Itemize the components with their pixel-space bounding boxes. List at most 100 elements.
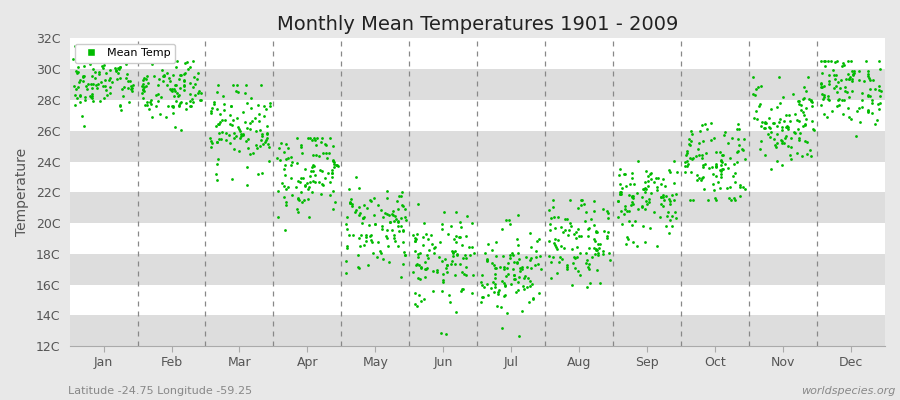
Point — [475, 282, 490, 288]
Point — [718, 129, 733, 136]
Point — [122, 99, 137, 105]
Point — [103, 90, 117, 96]
Point — [171, 93, 185, 99]
Point — [76, 73, 90, 79]
Point — [567, 254, 581, 260]
Point — [122, 55, 136, 61]
Point — [139, 83, 153, 89]
Point — [408, 301, 422, 308]
Point — [352, 265, 366, 271]
Point — [178, 70, 193, 76]
Point — [210, 106, 224, 113]
Point — [66, 56, 80, 63]
Point — [706, 181, 720, 188]
Point — [121, 84, 135, 91]
Point — [586, 235, 600, 242]
Point — [151, 90, 166, 97]
Point — [171, 91, 185, 98]
Point — [352, 185, 366, 191]
Point — [488, 274, 502, 281]
Point — [367, 195, 382, 202]
Point — [397, 249, 411, 256]
Point — [232, 128, 247, 135]
Point — [656, 176, 670, 182]
Point — [855, 90, 869, 96]
Point — [260, 135, 274, 141]
Point — [277, 182, 292, 189]
Point — [823, 97, 837, 103]
Point — [414, 264, 428, 270]
Point — [165, 88, 179, 94]
Point — [593, 241, 608, 248]
Point — [508, 276, 523, 283]
Point — [777, 140, 791, 146]
Point — [392, 206, 406, 212]
Point — [348, 207, 363, 213]
Point — [641, 182, 655, 189]
Point — [763, 166, 778, 172]
Point — [410, 275, 425, 282]
Point — [528, 248, 543, 254]
Point — [720, 184, 734, 191]
Point — [573, 250, 588, 256]
Point — [186, 83, 201, 90]
Point — [68, 82, 82, 89]
Point — [87, 69, 102, 75]
Point — [838, 88, 852, 94]
Point — [212, 130, 227, 136]
Point — [440, 262, 454, 268]
Point — [570, 254, 584, 260]
Point — [239, 125, 254, 131]
Point — [306, 168, 320, 175]
Point — [155, 67, 169, 74]
Point — [427, 249, 441, 256]
Point — [279, 186, 293, 192]
Point — [325, 167, 339, 173]
Point — [686, 155, 700, 162]
Point — [835, 111, 850, 118]
Point — [352, 211, 366, 218]
Point — [503, 252, 517, 259]
Point — [499, 273, 513, 280]
Point — [571, 226, 585, 232]
Point — [356, 215, 370, 222]
Point — [453, 234, 467, 240]
Point — [806, 127, 821, 134]
Point — [162, 75, 176, 81]
Point — [172, 76, 186, 82]
Point — [709, 173, 724, 180]
Point — [271, 214, 285, 220]
Point — [353, 210, 367, 216]
Point — [805, 97, 819, 103]
Point — [436, 270, 451, 277]
Point — [312, 178, 327, 185]
Point — [395, 261, 410, 267]
Point — [818, 62, 832, 69]
Bar — [69, 223, 885, 254]
Point — [799, 105, 814, 112]
Point — [386, 218, 400, 224]
Point — [836, 97, 850, 103]
Point — [832, 96, 846, 102]
Point — [662, 217, 677, 224]
Point — [580, 226, 595, 232]
Point — [68, 43, 82, 49]
Point — [426, 288, 440, 294]
Point — [667, 197, 681, 203]
Point — [655, 202, 670, 209]
Point — [557, 216, 572, 222]
Point — [141, 106, 156, 112]
Point — [507, 272, 521, 278]
Point — [613, 190, 627, 197]
Point — [82, 54, 96, 61]
Point — [788, 110, 802, 117]
Point — [804, 98, 818, 104]
Point — [534, 266, 548, 272]
Point — [444, 223, 458, 229]
Point — [525, 281, 539, 288]
Point — [822, 72, 836, 78]
Point — [351, 251, 365, 258]
Point — [75, 55, 89, 62]
Point — [695, 155, 709, 161]
Point — [846, 72, 860, 78]
